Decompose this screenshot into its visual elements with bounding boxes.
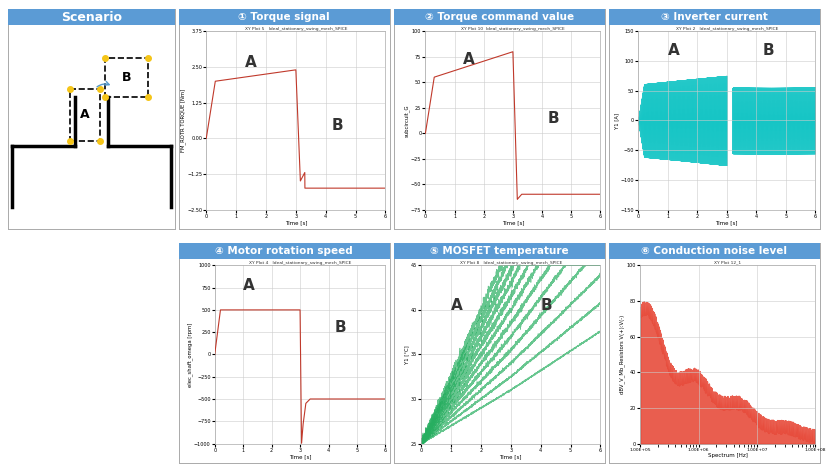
Text: A: A [80,109,90,121]
Bar [105,58,148,97]
FancyArrowPatch shape [97,81,109,87]
Text: B: B [121,71,131,84]
Bar [70,88,100,141]
